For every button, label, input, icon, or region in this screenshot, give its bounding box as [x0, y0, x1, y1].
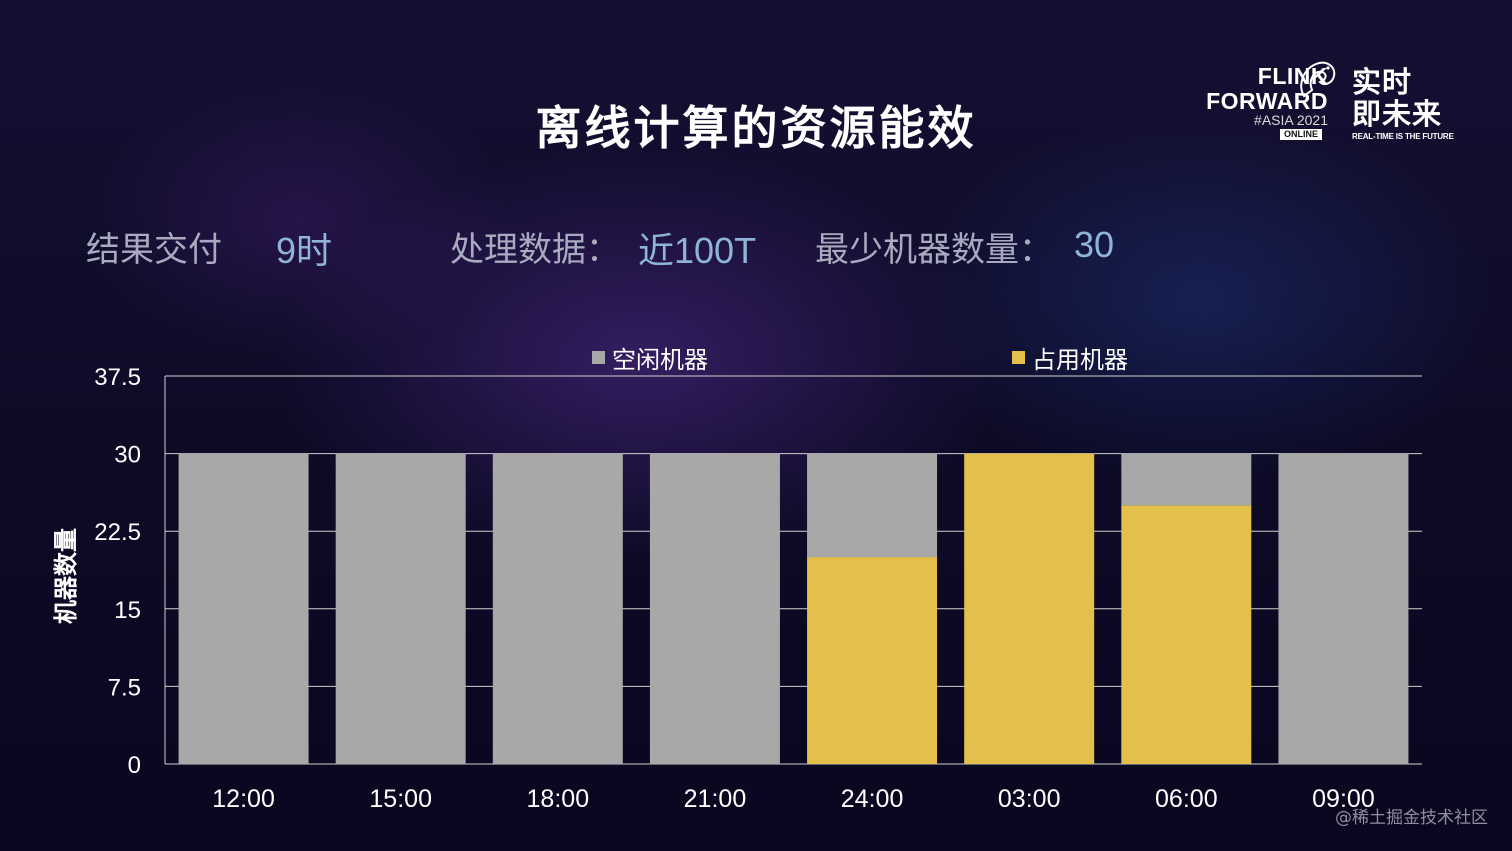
- logo-cn-line1: 实时: [1352, 65, 1413, 99]
- logo-edition-text: #ASIA 2021: [1254, 112, 1328, 128]
- x-tick-label: 24:00: [841, 785, 904, 813]
- machines-value: 30: [1074, 224, 1115, 265]
- delivery-label: 结果交付: [86, 230, 222, 270]
- bar-0300-occupied: [964, 453, 1095, 764]
- legend-label-occupied: 占用机器: [1032, 346, 1128, 374]
- logo-online-badge: ONLINE: [1280, 129, 1323, 140]
- slide-title: 离线计算的资源能效: [535, 101, 977, 155]
- logo-cn-line2: 即未来: [1352, 97, 1443, 131]
- x-tick-label: 15:00: [369, 785, 432, 813]
- machines-label: 最少机器数量：: [815, 230, 1053, 270]
- data-label: 处理数据：: [450, 230, 620, 270]
- x-tick-label: 09:00: [1312, 785, 1375, 813]
- y-tick-label: 15: [114, 597, 141, 624]
- squirrel-icon: [1300, 61, 1336, 98]
- x-tick-label: 21:00: [684, 785, 747, 813]
- bar-2400-occupied: [807, 557, 938, 764]
- x-tick-label: 03:00: [998, 785, 1061, 813]
- bar-1800-idle: [492, 453, 623, 764]
- logo-flink-text: FLINK: [1257, 63, 1328, 89]
- logo-flink-forward-text: FLINK FORWARD: [1196, 64, 1328, 114]
- bar-0600-occupied: [1121, 505, 1252, 764]
- data-value: 近100T: [638, 230, 757, 271]
- y-tick-label: 30: [114, 442, 141, 469]
- legend-swatch-idle: [592, 351, 605, 364]
- x-tick-label: 12:00: [212, 785, 275, 813]
- bar-1500-idle: [335, 453, 466, 764]
- legend-swatch-occupied: [1012, 351, 1025, 364]
- bar-0900-idle: [1278, 453, 1409, 764]
- bar-2400-idle: [807, 453, 938, 558]
- delivery-value: 9时: [276, 230, 333, 271]
- y-tick-label: 7.5: [108, 674, 141, 701]
- logo-chinese-text: 实时 即未来: [1352, 66, 1442, 130]
- y-tick-label: 0: [128, 752, 141, 779]
- y-tick-label: 37.5: [94, 364, 141, 391]
- bar-0600-idle: [1121, 453, 1252, 506]
- bar-2100-idle: [649, 453, 780, 764]
- y-tick-label: 22.5: [94, 519, 141, 546]
- x-tick-label: 06:00: [1155, 785, 1218, 813]
- flink-forward-logo: FLINK FORWARD #ASIA 2021 ONLINE 实时 即未来 R…: [1196, 58, 1456, 148]
- bar-1200-idle: [178, 453, 309, 764]
- stats-row: 结果交付 9时 处理数据： 近100T 最少机器数量： 30: [0, 222, 1512, 272]
- logo-slogan: REAL-TIME IS THE FUTURE: [1352, 132, 1454, 141]
- x-tick-label: 18:00: [527, 785, 590, 813]
- watermark: @稀土掘金技术社区: [1335, 808, 1488, 828]
- y-axis-label: 机器数量: [52, 528, 80, 624]
- legend-label-idle: 空闲机器: [612, 346, 708, 374]
